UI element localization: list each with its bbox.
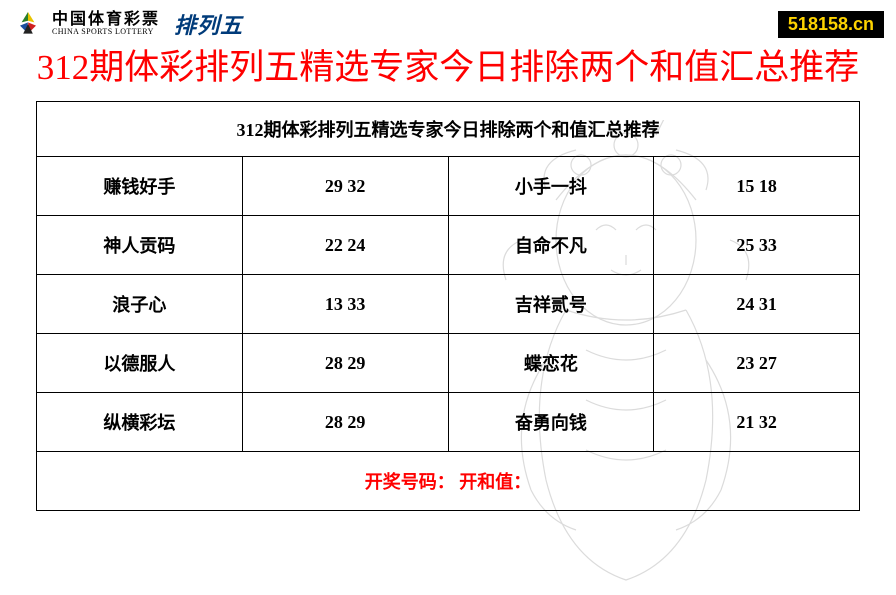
brand-en: CHINA SPORTS LOTTERY [52,28,160,37]
expert-values: 29 32 [242,157,448,216]
table-row: 神人贡码22 24自命不凡25 33 [37,216,860,275]
expert-name: 纵横彩坛 [37,393,243,452]
expert-name: 自命不凡 [448,216,654,275]
url-badge: 518158.cn [778,11,884,38]
expert-name: 蝶恋花 [448,334,654,393]
table-row: 纵横彩坛28 29奋勇向钱21 32 [37,393,860,452]
expert-values: 13 33 [242,275,448,334]
table-row: 浪子心13 33吉祥贰号24 31 [37,275,860,334]
expert-values: 28 29 [242,334,448,393]
expert-name: 以德服人 [37,334,243,393]
brand-text: 中国体育彩票 CHINA SPORTS LOTTERY [52,11,160,37]
page-title: 312期体彩排列五精选专家今日排除两个和值汇总推荐 [0,44,896,101]
expert-name: 吉祥贰号 [448,275,654,334]
expert-values: 24 31 [654,275,860,334]
table-row: 赚钱好手29 32小手一抖15 18 [37,157,860,216]
expert-name: 小手一抖 [448,157,654,216]
expert-values: 28 29 [242,393,448,452]
expert-name: 浪子心 [37,275,243,334]
expert-name: 奋勇向钱 [448,393,654,452]
brand-extra: 排列五 [174,8,243,40]
lottery-logo-icon [12,8,44,40]
expert-values: 22 24 [242,216,448,275]
table-container: 312期体彩排列五精选专家今日排除两个和值汇总推荐 赚钱好手29 32小手一抖1… [0,101,896,511]
table-caption: 312期体彩排列五精选专家今日排除两个和值汇总推荐 [37,102,860,157]
brand-cn: 中国体育彩票 [52,11,160,29]
header: 中国体育彩票 CHINA SPORTS LOTTERY 排列五 518158.c… [0,0,896,44]
expert-values: 15 18 [654,157,860,216]
table-row: 以德服人28 29蝶恋花23 27 [37,334,860,393]
expert-name: 赚钱好手 [37,157,243,216]
expert-values: 23 27 [654,334,860,393]
prediction-table: 312期体彩排列五精选专家今日排除两个和值汇总推荐 赚钱好手29 32小手一抖1… [36,101,860,511]
expert-values: 25 33 [654,216,860,275]
table-body: 赚钱好手29 32小手一抖15 18神人贡码22 24自命不凡25 33浪子心1… [37,157,860,452]
brand-block: 中国体育彩票 CHINA SPORTS LOTTERY 排列五 [12,8,243,40]
table-footer: 开奖号码： 开和值： [37,452,860,511]
expert-values: 21 32 [654,393,860,452]
expert-name: 神人贡码 [37,216,243,275]
